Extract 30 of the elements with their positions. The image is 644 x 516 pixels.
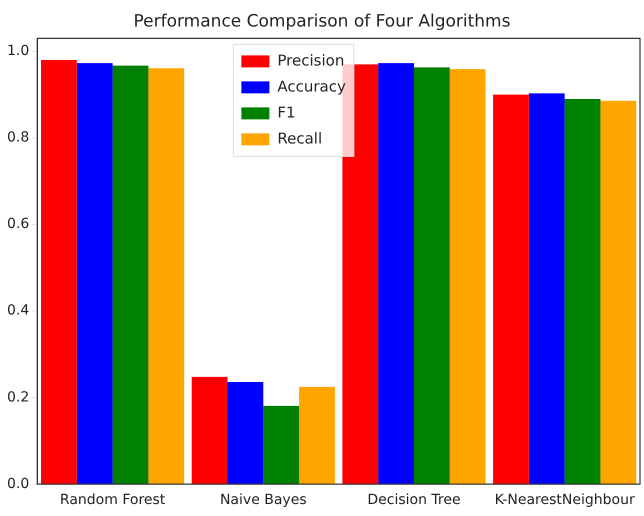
bar [450,69,486,484]
bar [528,93,565,484]
legend-label: Accuracy [277,77,346,96]
y-tick-label: 0.0 [7,476,30,492]
x-tick-label: Naive Bayes [220,492,307,508]
bar [493,94,529,484]
x-tick-label: Decision Tree [367,492,461,508]
bar [263,406,300,484]
y-tick-label: 0.6 [7,216,30,232]
bar [414,67,450,484]
chart-title: Performance Comparison of Four Algorithms [134,12,511,32]
bar [76,63,113,484]
legend-label: Precision [277,51,344,70]
y-tick-label: 0.4 [7,302,30,319]
legend-label: Recall [277,129,322,148]
y-tick-label: 0.2 [7,389,30,406]
bar [564,98,600,484]
bar [299,386,335,484]
bar [112,66,148,484]
bar [192,376,228,484]
y-tick-label: 0.8 [7,130,30,146]
bar [600,100,636,484]
bar [41,60,77,484]
legend-label: F1 [277,103,296,122]
bar [148,68,184,484]
bar [378,63,414,484]
x-tick-label: K-NearestNeighbour [494,492,635,508]
y-tick-label: 1.0 [7,43,30,60]
bar [228,382,264,484]
x-tick-label: Random Forest [60,492,166,508]
